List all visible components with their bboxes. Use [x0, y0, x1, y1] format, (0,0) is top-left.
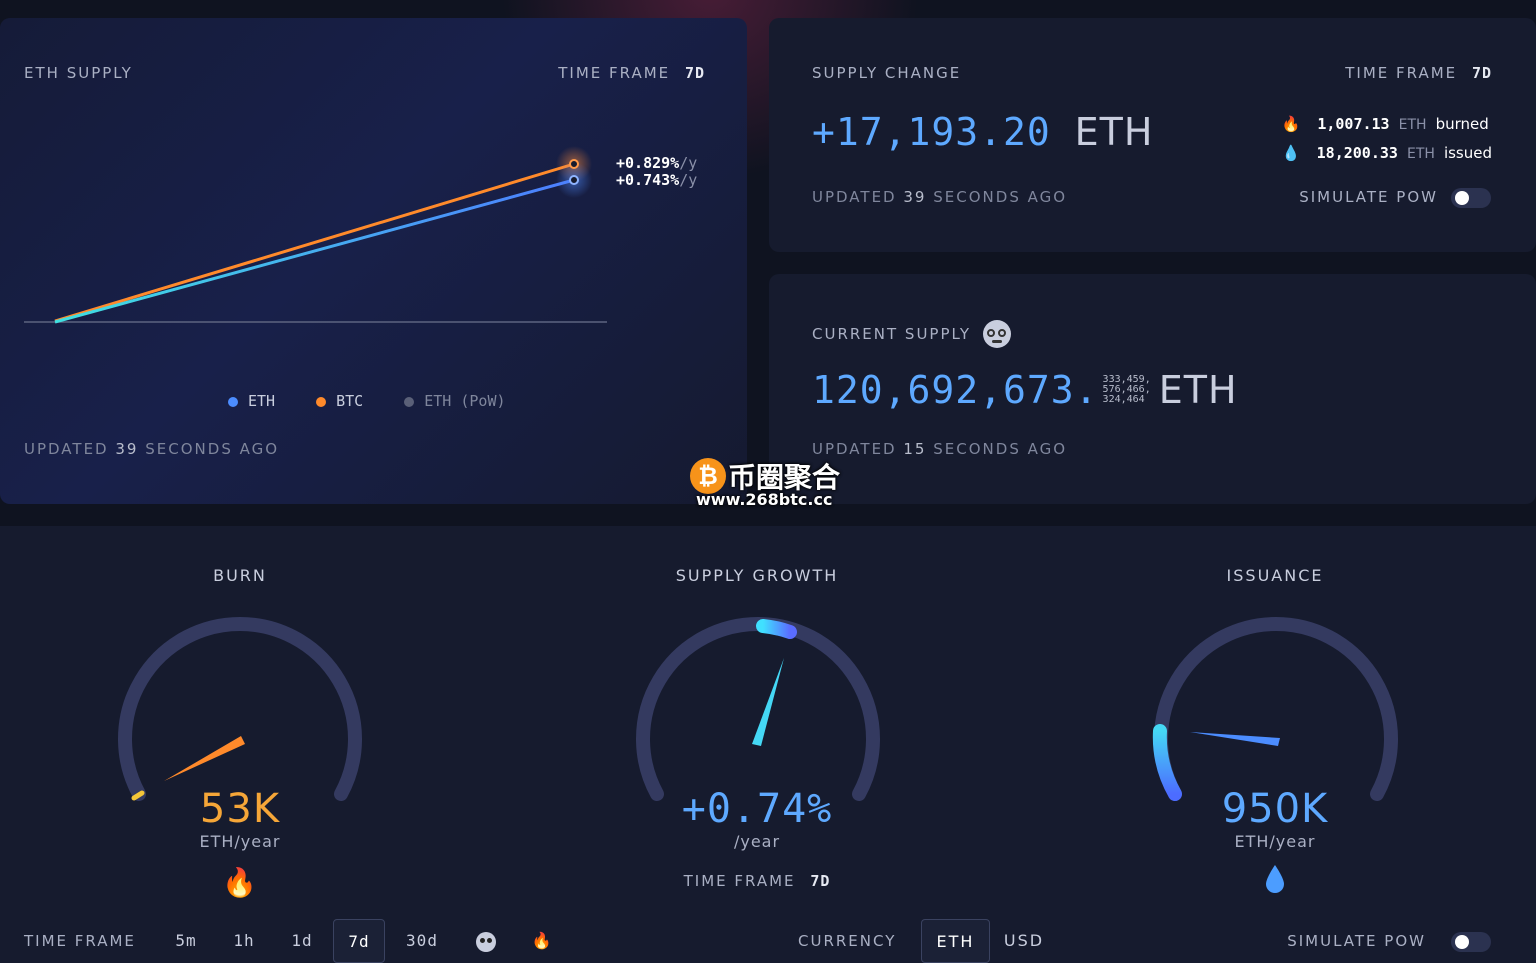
simulate-pow-label: SIMULATE PoW — [1299, 188, 1438, 206]
series-end-labels: +0.829%/y +0.743%/y — [616, 155, 697, 189]
time-frame-30d[interactable]: 30d — [406, 931, 438, 950]
burn-gauge-track — [118, 617, 362, 801]
burn-gauge-title: BURN — [213, 566, 267, 585]
eth-supply-time-frame[interactable]: TIME FRAME 7d — [558, 64, 705, 82]
footer-simulate-pow-label: SIMULATE PoW — [1287, 932, 1426, 950]
eth-end-point — [569, 175, 579, 185]
fire-icon: 🔥 — [1281, 115, 1301, 133]
issuance-gauge-needle — [1190, 732, 1280, 746]
issued-row: 💧 18,200.33 ETH issued — [1282, 139, 1492, 168]
issuance-gauge-track — [1154, 617, 1398, 801]
burn-value: 53K — [199, 786, 281, 832]
supply-growth-gauge-needle — [752, 658, 784, 746]
footer-simulate-pow-toggle[interactable] — [1451, 932, 1491, 952]
legend-dot-eth — [228, 396, 238, 407]
current-supply-header: CURRENT SUPPLY — [812, 320, 1012, 348]
eth-supply-title: ETH SUPPLY — [24, 64, 133, 82]
issuance-gauge-title: ISSUANCE — [1226, 566, 1324, 585]
burn-gauge-needle — [164, 736, 245, 781]
supply-growth-gauge-track — [636, 617, 880, 801]
nerd-face-icon — [983, 320, 1012, 348]
supply-growth-time-frame[interactable]: TIME FRAME 7d — [683, 872, 831, 890]
time-frame-1h[interactable]: 1h — [233, 931, 255, 950]
burn-gauge-fill — [131, 790, 145, 801]
issuance-unit: ETH/year — [1234, 832, 1316, 851]
current-supply-card: CURRENT SUPPLY 120,692,673. 333,459, 576… — [769, 274, 1536, 504]
supply-growth-value: +0.74% — [681, 786, 833, 832]
btc-end-point — [569, 159, 579, 169]
burned-row: 🔥 1,007.13 ETH burned — [1281, 115, 1489, 133]
issuance-gauge-fill — [1152, 724, 1182, 801]
eth-supply-updated: UPDATED 39 SECONDS AGO — [24, 440, 280, 458]
burn-gauge — [118, 617, 362, 801]
watermark-title: 币圈聚合 — [728, 461, 841, 494]
eth-supply-line-chart — [24, 146, 607, 324]
btc-rate-label: +0.829%/y — [616, 154, 698, 172]
fire-icon: 🔥 — [222, 866, 257, 899]
supply-change-updated: UPDATED 39 SECONDS AGO — [812, 188, 1068, 206]
time-frame-panda-icon[interactable] — [468, 919, 504, 963]
supply-change-amount: +17,193.20 ETH — [812, 110, 1154, 154]
bitcoin-logo-icon: ₿ — [690, 458, 726, 494]
burn-issue-breakdown: 🔥 1,007.13 ETH burned 💧 18,200.33 ETH is… — [1282, 110, 1492, 168]
btc-series-line — [54, 162, 575, 323]
supply-change-time-frame[interactable]: TIME FRAME 7d — [1345, 64, 1492, 82]
watermark: ₿ 币圈聚合 www.268btc.cc — [688, 456, 858, 512]
current-supply-amount: 120,692,673. 333,459, 576,466, 324,464 E… — [812, 368, 1238, 412]
supply-change-title: SUPPLY CHANGE — [812, 64, 962, 82]
currency-eth-button[interactable]: ETH — [921, 919, 990, 963]
issuance-gauge — [1152, 617, 1398, 801]
time-frame-5m[interactable]: 5m — [175, 931, 197, 950]
eth-series-line — [54, 178, 575, 324]
legend-dot-btc — [316, 396, 327, 407]
time-frame-1d[interactable]: 1d — [291, 931, 313, 950]
legend-item-eth[interactable]: ETH — [228, 392, 275, 410]
current-supply-updated: UPDATED 15 SECONDS AGO — [812, 440, 1068, 458]
droplet-icon — [1264, 864, 1286, 894]
chart-legend: ETH BTC ETH (PoW) — [228, 392, 506, 410]
simulate-pow-toggle[interactable] — [1451, 188, 1491, 208]
supply-growth-gauge-title: SUPPLY GROWTH — [675, 566, 839, 585]
time-frame-7d[interactable]: 7d — [333, 919, 385, 963]
watermark-url: www.268btc.cc — [696, 490, 833, 509]
eth-supply-card: ETH SUPPLY TIME FRAME 7d +0.82 — [0, 18, 747, 504]
supply-change-card: SUPPLY CHANGE TIME FRAME 7d +17,193.20 E… — [769, 18, 1536, 252]
time-frame-fire-icon[interactable]: 🔥 — [531, 931, 553, 950]
legend-dot-eth-pow — [404, 396, 415, 407]
issuance-value: 950K — [1221, 786, 1329, 832]
supply-growth-gauge — [636, 617, 880, 801]
eth-rate-label: +0.743%/y — [616, 171, 698, 189]
supply-decimals: 333,459, 576,466, 324,464 — [1102, 374, 1151, 405]
currency-usd-button[interactable]: USD — [1003, 931, 1045, 950]
current-supply-title: CURRENT SUPPLY — [812, 325, 972, 343]
legend-item-btc[interactable]: BTC — [316, 392, 363, 410]
gauges-panel: BURN 53K ETH/year 🔥 SUPPLY GROWTH +0.74%… — [0, 526, 1536, 963]
supply-growth-gauge-fill — [756, 619, 797, 639]
footer-time-frame-label: TIME FRAME — [24, 932, 136, 950]
currency-label: CURRENCY — [798, 932, 897, 950]
legend-item-eth-pow[interactable]: ETH (PoW) — [404, 392, 506, 410]
droplet-icon: 💧 — [1281, 144, 1301, 162]
burn-unit: ETH/year — [199, 832, 281, 851]
supply-growth-unit: /year — [733, 832, 781, 851]
